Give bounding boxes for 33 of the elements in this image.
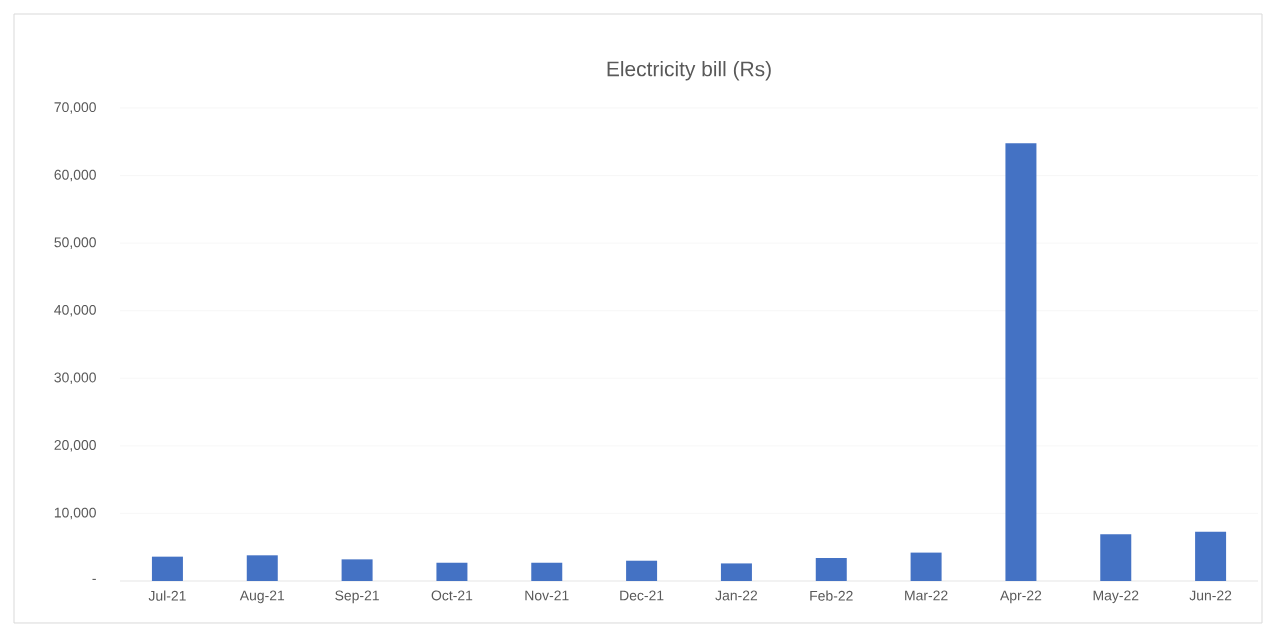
bar <box>626 560 658 581</box>
bar <box>341 559 373 581</box>
x-tick-label: Oct-21 <box>431 590 473 601</box>
x-tick-label: Nov-21 <box>525 590 569 601</box>
bar <box>910 552 942 581</box>
x-tick-label: Sep-21 <box>335 590 379 604</box>
y-tick-label: 70,000 <box>54 102 96 114</box>
y-tick-label: - <box>92 578 96 580</box>
x-tick-label: Apr-22 <box>1000 590 1042 604</box>
chart-title: Electricity bill (Rs) <box>607 60 771 81</box>
bar <box>246 555 278 581</box>
x-tick-label: Dec-21 <box>620 590 664 601</box>
y-tick-label: 20,000 <box>54 440 96 452</box>
bar <box>1005 143 1037 581</box>
bar <box>815 558 847 581</box>
bar <box>531 562 563 581</box>
x-tick-label: Aug-21 <box>239 590 285 604</box>
x-tick-label: Jan-22 <box>715 590 758 601</box>
x-tick-label: Feb-22 <box>810 590 853 601</box>
y-tick-label: 50,000 <box>54 237 96 249</box>
x-tick-label: May-22 <box>1093 590 1139 604</box>
y-tick-label: 10,000 <box>54 507 96 520</box>
y-tick-label: 60,000 <box>54 169 96 182</box>
x-tick-label: Jul-21 <box>148 590 186 601</box>
bar <box>720 563 752 581</box>
bar <box>1195 531 1227 581</box>
x-tick-label: Jun-22 <box>1189 590 1232 601</box>
bar <box>1100 534 1132 581</box>
x-tick-label: Mar-22 <box>905 590 948 601</box>
bar <box>151 556 183 581</box>
bar <box>436 562 468 581</box>
y-tick-label: 40,000 <box>54 304 96 317</box>
y-tick-label: 30,000 <box>54 372 96 385</box>
